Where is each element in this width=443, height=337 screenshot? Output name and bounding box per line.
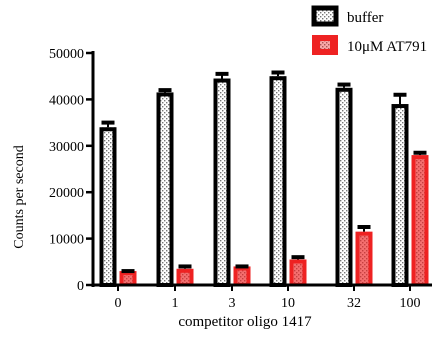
bar-texture — [415, 159, 425, 283]
bar-outline — [156, 92, 174, 287]
x-axis-label: competitor oligo 1417 — [178, 314, 312, 330]
y-tick-label: 0 — [77, 279, 84, 294]
x-tick-label: 10 — [281, 296, 295, 311]
axes-layer: 0 10000 20000 30000 40000 50000 0 1 3 10 32 100 — [49, 47, 432, 311]
x-tick-label: 1 — [172, 296, 179, 311]
bar-outline — [99, 127, 117, 287]
y-tick-label: 10000 — [49, 233, 84, 248]
bars-layer — [99, 70, 429, 288]
x-tick-label: 0 — [115, 296, 122, 311]
y-tick-label: 40000 — [49, 93, 84, 108]
bar-texture — [237, 270, 247, 283]
y-tick-label: 20000 — [49, 186, 84, 201]
bar-outline — [269, 76, 287, 287]
legend: buffer 10μM AT791 — [311, 5, 427, 55]
bar-outline — [213, 78, 231, 287]
legend-label: 10μM AT791 — [347, 39, 427, 55]
bar-texture — [123, 275, 133, 283]
bar-outline — [335, 87, 353, 287]
legend-label: buffer — [347, 10, 383, 26]
bar-texture — [293, 263, 303, 283]
y-axis-label: Counts per second — [12, 145, 27, 248]
bar-texture — [180, 272, 190, 283]
y-tick-label: 30000 — [49, 140, 84, 155]
x-tick-label: 3 — [229, 296, 236, 311]
bar-outline — [391, 104, 409, 288]
legend-swatch-texture — [320, 41, 330, 49]
legend-swatch — [311, 5, 339, 27]
y-tick-label: 50000 — [49, 47, 84, 62]
bar-texture — [359, 235, 369, 283]
x-tick-label: 32 — [347, 296, 361, 311]
x-tick-label: 100 — [400, 296, 421, 311]
